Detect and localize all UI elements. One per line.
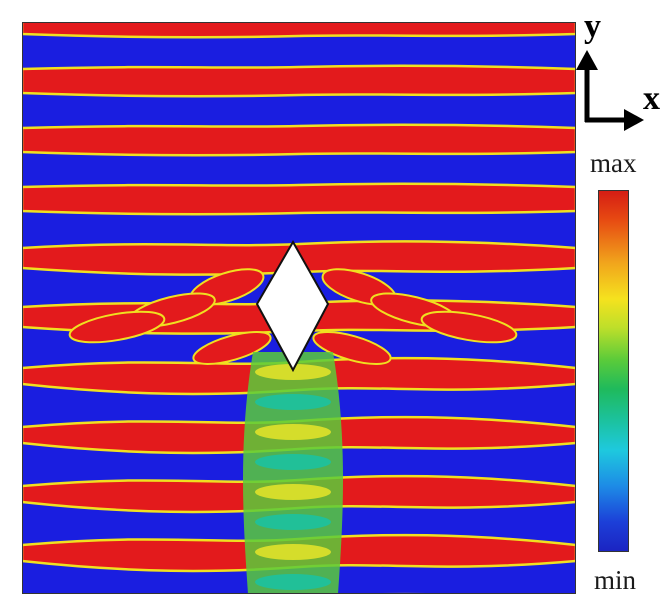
wake-fringe xyxy=(255,394,331,410)
plot-frame xyxy=(22,22,576,594)
scatter-lobe xyxy=(420,310,518,344)
axis-x-label: x xyxy=(643,80,660,117)
wave-crest-band xyxy=(22,182,576,216)
colorbar xyxy=(598,190,629,552)
wake-fringe xyxy=(255,424,331,440)
axes-arrows-icon xyxy=(576,50,644,131)
colorbar-max-label: max xyxy=(590,148,637,178)
scatter-lobe xyxy=(312,331,392,365)
shadow-wake-region xyxy=(243,352,343,594)
wave-crest-band xyxy=(22,123,576,157)
wake-fringe xyxy=(255,484,331,500)
scatter-lobe xyxy=(68,310,166,344)
wake-fringe xyxy=(255,454,331,470)
wave-crest-band xyxy=(22,22,576,39)
colorbar-min-label: min xyxy=(594,565,637,595)
axis-y-label: y xyxy=(584,8,601,45)
wave-field-plot xyxy=(22,22,576,594)
scatter-lobe xyxy=(192,331,272,365)
wave-crest-band xyxy=(22,64,576,98)
wake-fringe xyxy=(255,574,331,590)
rhombus-obstacle xyxy=(255,239,330,373)
wake-fringe xyxy=(255,544,331,560)
coordinate-axes-indicator: y x xyxy=(572,8,667,132)
wake-fringe xyxy=(255,514,331,530)
